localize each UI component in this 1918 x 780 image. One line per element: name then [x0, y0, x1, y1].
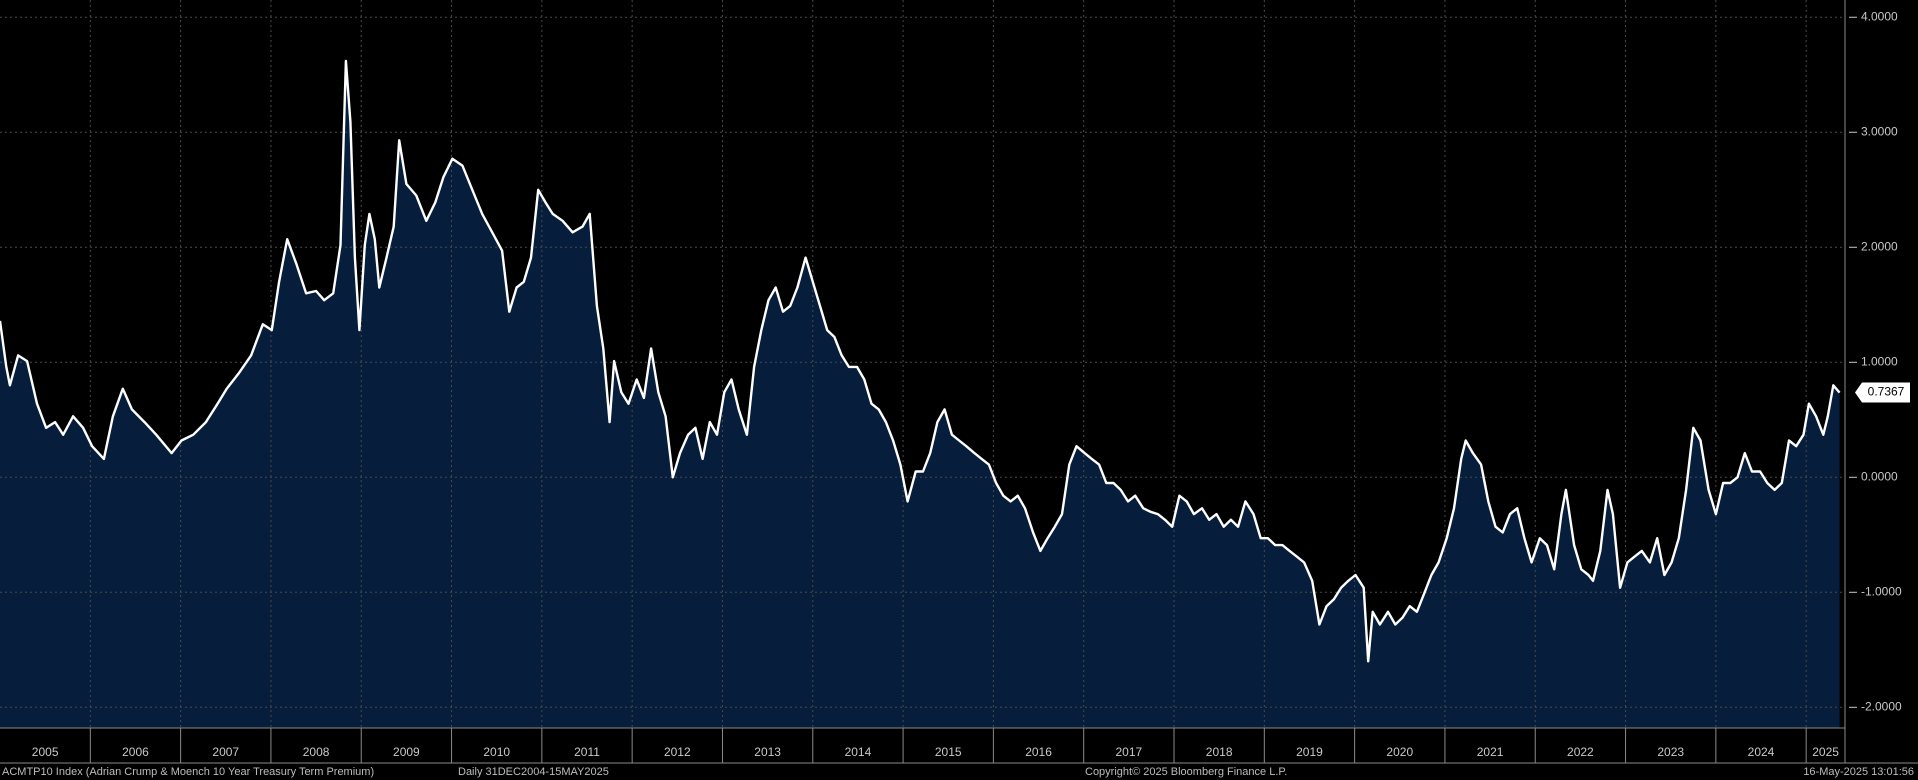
y-tick-label: -1.0000	[1861, 584, 1902, 598]
y-tick-label: 0.0000	[1861, 469, 1898, 483]
x-tick-label: 2017	[1116, 745, 1143, 759]
copyright: Copyright© 2025 Bloomberg Finance L.P.	[1085, 766, 1287, 778]
x-tick-label: 2021	[1477, 745, 1504, 759]
x-tick-label: 2013	[754, 745, 781, 759]
chart-title: ACMTP10 Index (Adrian Crump & Moench 10 …	[2, 766, 374, 778]
x-tick-label: 2010	[483, 745, 510, 759]
x-tick-label: 2020	[1386, 745, 1413, 759]
x-tick-label: 2015	[935, 745, 962, 759]
y-tick-label: 4.0000	[1861, 9, 1898, 23]
x-tick-label: 2012	[664, 745, 691, 759]
y-tick-label: 1.0000	[1861, 354, 1898, 368]
x-tick-label: 2011	[574, 745, 600, 759]
last-value-label: 0.7367	[1868, 385, 1905, 399]
x-tick-label: 2008	[303, 745, 330, 759]
y-tick-label: 3.0000	[1861, 124, 1898, 138]
y-tick-label: 2.0000	[1861, 239, 1898, 253]
x-tick-label: 2022	[1567, 745, 1594, 759]
x-tick-label: 2005	[32, 745, 59, 759]
x-tick-label: 2023	[1657, 745, 1684, 759]
timestamp: 16-May-2025 13:01:56	[1803, 766, 1914, 778]
x-tick-label: 2019	[1296, 745, 1323, 759]
x-tick-label: 2016	[1025, 745, 1052, 759]
x-tick-label: 2014	[845, 745, 872, 759]
y-tick-label: -2.0000	[1861, 699, 1902, 713]
x-tick-label: 2018	[1206, 745, 1233, 759]
x-tick-label: 2006	[122, 745, 149, 759]
x-tick-label: 2007	[212, 745, 239, 759]
x-tick-label: 2024	[1748, 745, 1775, 759]
last-value-tag	[1855, 382, 1910, 403]
line	[0, 59, 1841, 663]
chart-subtitle: Daily 31DEC2004-15MAY2025	[458, 766, 609, 778]
area-fill	[0, 61, 1840, 728]
x-tick-label: 2009	[393, 745, 420, 759]
x-tick-label: 2025	[1812, 745, 1839, 759]
